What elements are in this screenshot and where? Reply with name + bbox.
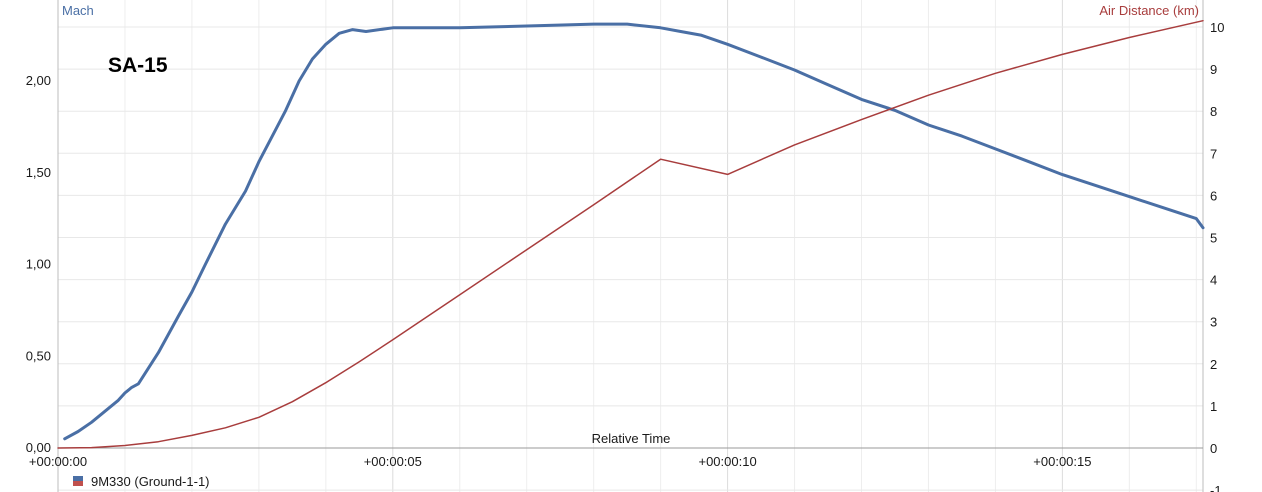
y-right-tick-label: 6 bbox=[1210, 188, 1217, 203]
legend[interactable]: 9M330 (Ground-1-1) bbox=[73, 472, 210, 490]
legend-label: 9M330 (Ground-1-1) bbox=[91, 473, 210, 489]
mach-series-line bbox=[63, 22, 1205, 441]
air-distance-series-line bbox=[57, 19, 1204, 449]
y-left-tick-label: 2,00 bbox=[26, 73, 51, 88]
y-right-tick-label: -1 bbox=[1210, 483, 1222, 492]
grid-lines bbox=[57, 0, 1203, 492]
x-tick-label: +00:00:15 bbox=[1033, 454, 1091, 469]
y-right-tick-label: 1 bbox=[1210, 399, 1217, 414]
y-right-tick-label: 7 bbox=[1210, 146, 1217, 161]
chart-title: SA-15 bbox=[108, 54, 168, 77]
x-tick-label: +00:00:10 bbox=[698, 454, 756, 469]
y-right-tick-label: 5 bbox=[1210, 231, 1217, 246]
x-tick-label: +00:00:05 bbox=[364, 454, 422, 469]
series-layer bbox=[57, 19, 1205, 449]
x-axis-title: Relative Time bbox=[592, 431, 671, 446]
legend-swatch bbox=[73, 476, 83, 486]
y-right-tick-label: 3 bbox=[1210, 315, 1217, 330]
y-left-tick-label: 1,50 bbox=[26, 165, 51, 180]
y-right-tick-label: 10 bbox=[1210, 20, 1224, 35]
y-right-tick-label: 8 bbox=[1210, 104, 1217, 119]
left-axis-title: Mach bbox=[62, 3, 94, 18]
y-left-tick-label: 0,50 bbox=[26, 348, 51, 363]
y-right-tick-label: 9 bbox=[1210, 62, 1217, 77]
tick-labels: 0,00 0,50 1,00 1,50 2,00 -1 0 1 2 3 4 5 6 7 8 9 10 +00:00… bbox=[26, 20, 1225, 492]
x-tick-label: +00:00:00 bbox=[29, 454, 87, 469]
y-right-tick-label: 4 bbox=[1210, 273, 1217, 288]
y-left-tick-label: 1,00 bbox=[26, 257, 51, 272]
right-axis-title: Air Distance (km) bbox=[1099, 3, 1199, 18]
y-left-tick-label: 0,00 bbox=[26, 440, 51, 455]
y-right-tick-label: 2 bbox=[1210, 357, 1217, 372]
y-right-tick-label: 0 bbox=[1210, 441, 1217, 456]
axes bbox=[57, 0, 1204, 492]
